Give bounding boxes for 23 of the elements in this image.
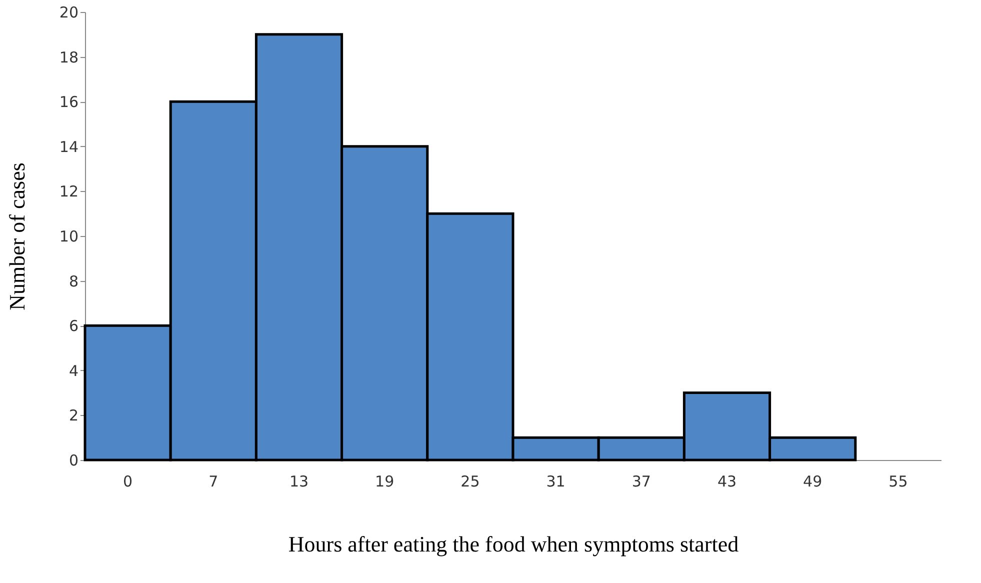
y-tick-label: 2 (68, 406, 78, 425)
x-tick-label: 49 (803, 472, 822, 490)
y-tick-label: 20 (59, 4, 78, 22)
x-tick-label: 19 (375, 472, 394, 490)
x-tick-label: 0 (123, 472, 133, 490)
y-tick-label: 10 (59, 228, 78, 246)
y-tick-label: 12 (59, 182, 78, 201)
x-tick-label: 43 (717, 472, 737, 490)
y-tick-label: 16 (59, 93, 78, 112)
y-tick-label: 18 (59, 48, 78, 66)
y-tick-label: 14 (59, 138, 78, 156)
x-tick-label: 25 (460, 472, 480, 490)
x-tick-label: 55 (888, 472, 908, 490)
y-tick-label: 8 (68, 272, 78, 290)
y-tick-label: 0 (68, 452, 78, 470)
x-tick-label: 31 (546, 472, 566, 490)
y-tick-label: 6 (68, 317, 78, 336)
x-tick-label: 37 (632, 472, 651, 490)
y-axis-title: Number of cases (4, 162, 30, 310)
x-tick-label: 13 (289, 472, 309, 490)
x-tick-label: 7 (208, 472, 218, 490)
y-tick-label: 4 (68, 362, 78, 380)
x-axis-title: Hours after eating the food when symptoms started (288, 532, 739, 556)
